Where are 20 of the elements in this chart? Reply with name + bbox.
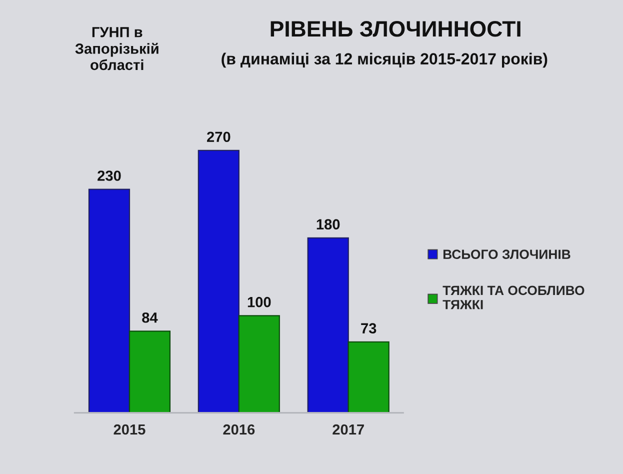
data-label: 84	[142, 312, 158, 323]
legend-label: ТЯЖКІ ТА ОСОБЛИВО ТЯЖКІ	[442, 286, 584, 310]
data-label: 180	[316, 219, 340, 230]
bar	[238, 315, 280, 413]
x-tick-label: 2017	[332, 424, 364, 435]
data-label: 230	[98, 170, 121, 181]
x-tick-label: 2016	[223, 424, 255, 435]
chart-subtitle: (в динаміці за 12 місяців 2015-2017 років)	[222, 52, 548, 68]
legend-label: ВСЬОГО ЗЛОЧИНІВ	[443, 250, 570, 260]
bar	[88, 188, 130, 413]
bar	[307, 237, 349, 413]
bar	[198, 150, 240, 413]
x-tick-label: 2015	[114, 424, 146, 435]
bar	[348, 341, 390, 413]
data-label: 73	[361, 323, 376, 334]
chart-title: РІВЕНЬ ЗЛОЧИННОСТІ	[270, 21, 520, 37]
bar	[128, 330, 171, 413]
text: ГУНП в Запорізькій області	[75, 27, 158, 70]
data-label: 270	[207, 132, 230, 142]
data-label: 100	[248, 296, 271, 308]
